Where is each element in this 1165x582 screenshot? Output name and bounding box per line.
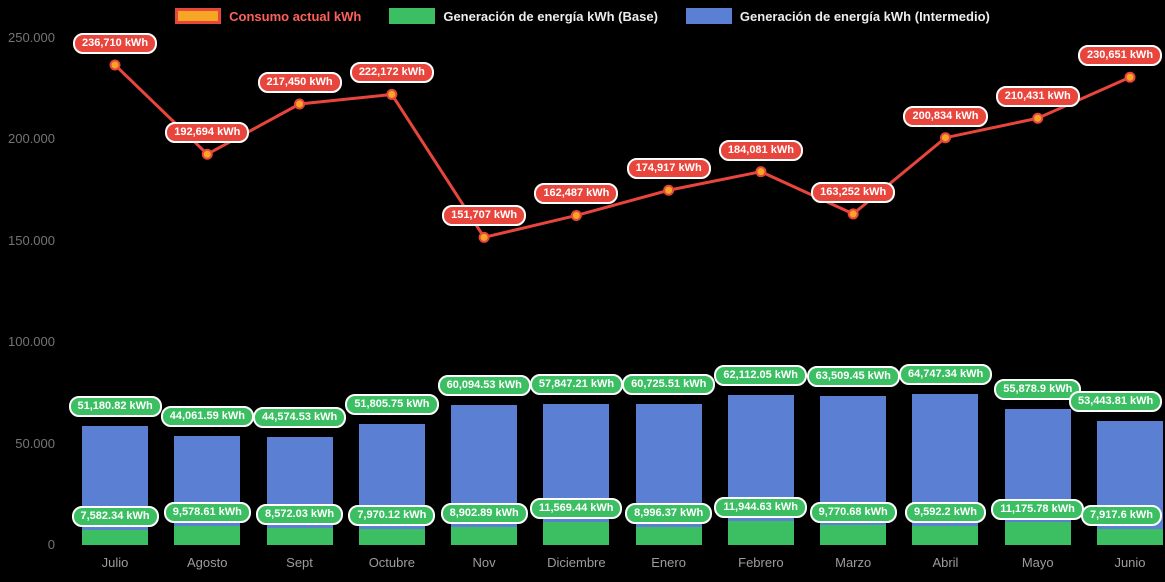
- consumption-data-point[interactable]: [939, 132, 951, 144]
- consumption-value-label: 192,694 kWh: [165, 122, 250, 144]
- x-axis-category-label: Julio: [101, 555, 129, 570]
- generacion-intermedio-swatch-icon: [685, 8, 732, 24]
- chart-legend: Consumo actual kWh Generación de energía…: [0, 8, 1165, 24]
- legend-label-generacion-base: Generación de energía kWh (Base): [443, 8, 658, 24]
- bar-value-label-base: 7,582.34 kWh: [71, 506, 159, 528]
- consumption-data-point[interactable]: [847, 208, 859, 220]
- bar-segment-base[interactable]: [727, 520, 794, 545]
- x-axis-category-label: Mayo: [1021, 555, 1054, 570]
- bar-value-label-intermedio: 51,805.75 kWh: [345, 393, 439, 415]
- bar-value-label-intermedio: 44,574.53 kWh: [253, 407, 347, 429]
- bar-value-label-base: 8,572.03 kWh: [256, 504, 344, 526]
- bar-segment-base[interactable]: [451, 526, 518, 545]
- consumption-data-point[interactable]: [478, 231, 490, 243]
- x-axis-category-label: Marzo: [835, 555, 872, 570]
- consumption-value-label: 162,487 kWh: [534, 183, 619, 205]
- consumption-line: [113, 63, 1131, 240]
- legend-item-generacion-base[interactable]: Generación de energía kWh (Base): [389, 8, 658, 24]
- legend-item-consumo-actual[interactable]: Consumo actual kWh: [175, 8, 361, 24]
- consumption-data-point[interactable]: [201, 148, 213, 160]
- y-axis-tick-label: 200.000: [8, 131, 55, 147]
- consumption-value-label: 236,710 kWh: [73, 32, 158, 54]
- consumption-value-label: 163,252 kWh: [811, 181, 896, 203]
- consumption-data-point[interactable]: [663, 184, 675, 196]
- bar-value-label-base: 11,569.44 kWh: [529, 498, 623, 520]
- bar-segment-base[interactable]: [912, 525, 979, 545]
- x-axis-category-label: Enero: [651, 555, 686, 570]
- bar-value-label-intermedio: 53,443.81 kWh: [1069, 390, 1163, 412]
- x-axis-category-label: Agosto: [187, 555, 228, 570]
- bar-value-label-base: 7,917.6 kWh: [1081, 505, 1162, 527]
- bar-segment-base[interactable]: [358, 528, 425, 545]
- consumption-value-label: 230,651 kWh: [1078, 45, 1163, 67]
- consumption-data-point[interactable]: [294, 98, 306, 110]
- legend-label-generacion-intermedio: Generación de energía kWh (Intermedio): [739, 8, 990, 24]
- bar-value-label-base: 7,970.12 kWh: [348, 505, 436, 527]
- bar-segment-base[interactable]: [1097, 528, 1163, 545]
- x-axis-category-label: Junio: [1114, 555, 1146, 570]
- y-axis-tick-label: 150.000: [8, 232, 55, 248]
- bar-value-label-intermedio: 55,878.9 kWh: [994, 379, 1082, 400]
- consumption-data-point[interactable]: [1124, 71, 1136, 83]
- bar-value-label-base: 9,592.2 kWh: [904, 502, 986, 524]
- bar-value-label-base: 8,996.37 kWh: [625, 503, 713, 525]
- consumption-data-point[interactable]: [1032, 112, 1044, 124]
- x-axis-category-label: Diciembre: [547, 555, 606, 570]
- y-axis-tick-label: 250.000: [8, 30, 55, 45]
- bar-value-label-base: 8,902.89 kWh: [440, 503, 528, 525]
- consumption-value-label: 184,081 kWh: [718, 139, 803, 161]
- bar-segment-base[interactable]: [635, 526, 702, 545]
- consumption-value-label: 174,917 kWh: [626, 158, 711, 180]
- bar-value-label-base: 9,770.68 kWh: [809, 501, 897, 523]
- bar-value-label-intermedio: 51,180.82 kWh: [68, 395, 162, 417]
- generacion-base-swatch-icon: [389, 8, 436, 24]
- bar-segment-base[interactable]: [820, 525, 887, 545]
- consumption-data-point[interactable]: [570, 209, 582, 221]
- bar-value-label-intermedio: 60,094.53 kWh: [437, 375, 531, 397]
- consumption-value-label: 222,172 kWh: [349, 62, 434, 84]
- consumption-value-label: 151,707 kWh: [442, 205, 527, 227]
- consumo-actual-swatch-icon: [175, 8, 222, 24]
- bar-value-label-intermedio: 64,747.34 kWh: [898, 364, 993, 386]
- bar-segment-base[interactable]: [82, 529, 148, 545]
- consumption-data-point[interactable]: [755, 166, 767, 178]
- x-axis-category-label: Sept: [286, 555, 313, 570]
- legend-label-consumo-actual: Consumo actual kWh: [229, 8, 362, 24]
- bar-value-label-base: 11,175.78 kWh: [991, 498, 1084, 520]
- bar-segment-base[interactable]: [1004, 522, 1071, 545]
- y-axis-tick-label: 0: [47, 537, 55, 552]
- x-axis-category-label: Febrero: [738, 555, 784, 570]
- consumption-data-point[interactable]: [109, 59, 121, 71]
- bar-value-label-intermedio: 57,847.21 kWh: [529, 374, 624, 396]
- x-axis-category-label: Octubre: [368, 555, 415, 570]
- x-axis-category-label: Nov: [472, 555, 496, 570]
- consumption-value-label: 210,431 kWh: [995, 86, 1080, 108]
- bar-value-label-intermedio: 60,725.51 kWh: [622, 373, 716, 395]
- bar-segment-base[interactable]: [174, 525, 241, 545]
- bar-value-label-intermedio: 44,061.59 kWh: [160, 406, 254, 428]
- consumption-data-point[interactable]: [386, 88, 398, 100]
- legend-item-generacion-intermedio[interactable]: Generación de energía kWh (Intermedio): [685, 8, 990, 24]
- y-axis-tick-label: 50.000: [15, 435, 55, 451]
- bar-value-label-base: 11,944.63 kWh: [714, 497, 808, 519]
- bar-segment-base[interactable]: [543, 521, 610, 545]
- consumption-value-label: 200,834 kWh: [903, 105, 988, 127]
- bar-value-label-intermedio: 62,112.05 kWh: [714, 364, 808, 386]
- bar-value-label-intermedio: 63,509.45 kWh: [806, 366, 900, 388]
- bar-value-label-base: 9,578.61 kWh: [163, 502, 251, 524]
- x-axis-category-label: Abril: [932, 555, 959, 570]
- y-axis-tick-label: 100.000: [8, 334, 55, 350]
- bar-segment-base[interactable]: [266, 527, 333, 545]
- consumption-value-label: 217,450 kWh: [257, 72, 342, 93]
